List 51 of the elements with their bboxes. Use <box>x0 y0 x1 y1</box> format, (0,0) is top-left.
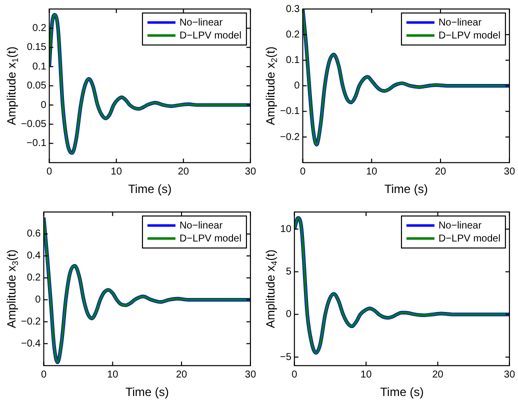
y-tick-label: 5 <box>286 266 292 278</box>
y-tick-label: −0.2 <box>20 316 42 328</box>
x-axis-title: Time (s) <box>128 182 172 196</box>
legend-label: D−LPV model <box>179 30 242 42</box>
legend-label: D−LPV model <box>438 233 500 244</box>
x-tick-label: 30 <box>504 166 516 178</box>
y-tick-label: 0.1 <box>286 54 300 66</box>
y-tick-label: −0.2 <box>280 132 300 143</box>
x-tick-label: 10 <box>110 166 122 178</box>
y-axis-title: Amplitude x3(t) <box>4 249 20 328</box>
x-tick-label: 10 <box>366 166 378 178</box>
y-tick-label: −0.4 <box>20 338 42 350</box>
y-tick-label: −0.1 <box>280 106 300 118</box>
x-tick-label: 30 <box>244 369 256 380</box>
y-tick-label: −5 <box>280 352 292 363</box>
legend-label: No−linear <box>179 17 224 28</box>
legend-label: D−LPV model <box>438 30 500 42</box>
legend-label: No−linear <box>179 220 224 232</box>
y-tick-label: 0 <box>294 80 300 92</box>
y-tick-label: 10 <box>280 224 292 235</box>
x-tick-label: 10 <box>107 369 119 380</box>
y-tick-label: 0.2 <box>286 29 300 40</box>
y-tick-label: 0.2 <box>32 22 47 34</box>
x-axis-title: Time (s) <box>125 385 169 400</box>
x-tick-label: 20 <box>178 166 190 178</box>
y-tick-label: −0.05 <box>20 118 47 130</box>
y-tick-label: 0.3 <box>286 4 300 15</box>
x-tick-label: 20 <box>176 369 188 380</box>
legend-label: No−linear <box>438 17 482 28</box>
legend-label: D−LPV model <box>179 233 242 244</box>
y-axis-title: Amplitude x1(t) <box>4 46 20 126</box>
y-tick-label: 0 <box>40 100 47 111</box>
x-axis-title: Time (s) <box>380 385 424 400</box>
x-tick-label: 20 <box>434 166 447 178</box>
y-tick-label: 0 <box>35 294 42 306</box>
y-tick-label: 0.15 <box>26 42 47 54</box>
y-tick-label: 0.05 <box>26 80 47 92</box>
x-tick-label: 30 <box>244 166 256 178</box>
x-axis-title: Time (s) <box>384 182 428 196</box>
y-axis-title: Amplitude x4(t) <box>263 249 279 328</box>
y-axis-title: Amplitude x2(t) <box>263 46 279 126</box>
y-tick-label: 0.6 <box>26 228 42 240</box>
y-tick-label: 0.4 <box>26 250 42 262</box>
y-tick-label: 0.2 <box>26 272 42 284</box>
y-tick-label: −0.1 <box>26 138 47 150</box>
y-tick-label: 0 <box>286 309 292 320</box>
x-tick-label: 10 <box>360 369 372 380</box>
legend-label: No−linear <box>438 220 482 232</box>
y-tick-label: 0.1 <box>32 61 47 72</box>
x-tick-label: 20 <box>432 369 444 380</box>
x-tick-label: 30 <box>504 369 516 380</box>
